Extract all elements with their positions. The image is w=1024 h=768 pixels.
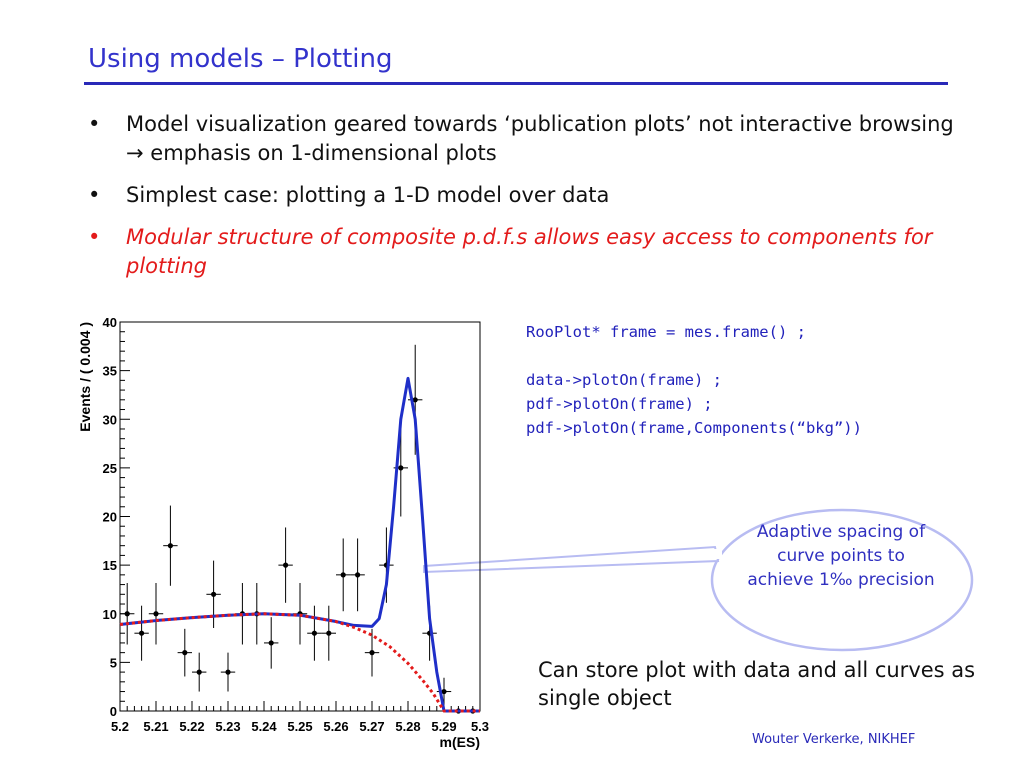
bullet-item: • Model visualization geared towards ‘pub… — [86, 110, 966, 168]
x-tick-label: 5.23 — [215, 719, 240, 734]
data-point — [398, 465, 404, 471]
bullet-list: • Model visualization geared towards ‘pub… — [86, 110, 966, 294]
data-point — [441, 688, 447, 695]
data-point — [196, 669, 202, 675]
background-curve — [119, 612, 480, 713]
code-block: RooPlot* frame = mes.frame() ; data->plo… — [526, 320, 862, 440]
x-tick-label: 5.3 — [471, 719, 489, 734]
callout-text: Adaptive spacing of curve points to achi… — [747, 522, 935, 590]
y-tick-label: 25 — [103, 461, 117, 476]
x-tick-label: 5.22 — [179, 719, 204, 734]
data-point — [326, 630, 332, 636]
data-point — [355, 572, 361, 578]
bullet-item: • Simplest case: plotting a 1-D model ove… — [86, 181, 966, 210]
data-point — [311, 630, 317, 636]
y-axis-label: Events / ( 0.004 ) — [77, 322, 93, 432]
title-underline — [84, 82, 948, 85]
code-line: RooPlot* frame = mes.frame() ; — [526, 323, 806, 341]
y-tick-label: 15 — [103, 558, 117, 573]
data-point — [211, 591, 217, 597]
y-tick-label: 0 — [110, 704, 117, 719]
slide-title: Using models – Plotting — [88, 44, 393, 74]
x-tick-label: 5.21 — [143, 719, 168, 734]
bullet-item-emphasis: • Modular structure of composite p.d.f.s … — [86, 223, 966, 281]
data-point — [225, 669, 231, 675]
y-tick-label: 35 — [103, 364, 117, 379]
x-tick-label: 5.2 — [111, 719, 129, 734]
bullet-text: Simplest case: plotting a 1-D model over… — [126, 183, 610, 207]
bullet-dot: • — [88, 183, 101, 207]
callout-pointer — [423, 545, 720, 574]
y-tick-label: 10 — [103, 607, 117, 622]
total-pdf-curve — [119, 376, 480, 713]
y-tick-label: 20 — [103, 510, 117, 525]
data-point — [340, 572, 346, 578]
x-tick-label: 5.28 — [395, 719, 420, 734]
data-point — [182, 650, 188, 656]
callout-join — [712, 549, 722, 559]
data-point — [283, 562, 289, 568]
bullet-text: Modular structure of composite p.d.f.s a… — [126, 225, 933, 278]
x-tick-label: 5.24 — [251, 719, 277, 734]
plot-frame — [119, 321, 481, 712]
footer-author: Wouter Verkerke, NIKHEF — [752, 732, 916, 747]
bullet-dot: • — [88, 225, 101, 249]
callout-bubble — [710, 508, 974, 652]
bullet-text: Model visualization geared towards ‘publ… — [126, 112, 954, 165]
x-tick-label: 5.29 — [431, 719, 456, 734]
x-tick-label: 5.27 — [359, 719, 384, 734]
x-tick-label: 5.25 — [287, 719, 312, 734]
data-point — [167, 543, 173, 549]
data-point — [369, 650, 375, 656]
code-line: pdf->plotOn(frame) ; — [526, 395, 713, 413]
data-point — [153, 611, 159, 617]
storage-note: Can store plot with data and all curves … — [538, 658, 976, 710]
code-line: data->plotOn(frame) ; — [526, 371, 722, 389]
data-point — [412, 397, 418, 403]
data-point — [268, 640, 274, 646]
y-tick-label: 30 — [103, 412, 117, 427]
code-line: pdf->plotOn(frame,Components(“bkg”)) — [526, 419, 862, 437]
x-tick-label: 5.26 — [323, 719, 348, 734]
x-axis-label: m(ES) — [440, 734, 480, 750]
data-point — [124, 611, 130, 617]
bullet-dot: • — [88, 112, 101, 136]
y-tick-label: 40 — [103, 315, 117, 330]
y-tick-label: 5 — [110, 655, 117, 670]
data-point — [139, 630, 145, 636]
